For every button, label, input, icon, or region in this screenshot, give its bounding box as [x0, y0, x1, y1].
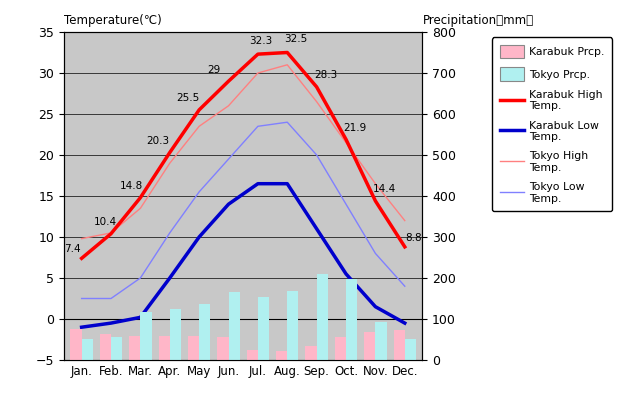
Bar [100, 334, 111, 360]
Bar [188, 336, 199, 360]
Text: 21.9: 21.9 [343, 123, 367, 133]
Bar [404, 339, 416, 360]
Bar [82, 339, 93, 360]
Text: 14.8: 14.8 [120, 181, 143, 191]
Text: 7.4: 7.4 [65, 244, 81, 254]
Text: 20.3: 20.3 [147, 136, 170, 146]
Bar [170, 309, 181, 360]
Bar [218, 338, 228, 360]
Bar [364, 332, 376, 360]
Text: 29: 29 [207, 65, 220, 75]
Bar [305, 346, 317, 360]
Text: 8.8: 8.8 [405, 233, 422, 243]
Text: 32.3: 32.3 [249, 36, 273, 46]
Bar [140, 312, 152, 360]
Text: 32.5: 32.5 [284, 34, 308, 44]
Bar [129, 336, 140, 360]
Bar [228, 292, 239, 360]
Bar [247, 350, 258, 360]
Text: 28.3: 28.3 [314, 70, 337, 80]
Text: 14.4: 14.4 [372, 184, 396, 194]
Bar [258, 297, 269, 360]
Bar [287, 291, 298, 360]
Legend: Karabuk Prcp., Tokyo Prcp., Karabuk High
Temp., Karabuk Low
Temp., Tokyo High
Te: Karabuk Prcp., Tokyo Prcp., Karabuk High… [492, 38, 612, 212]
Bar [376, 322, 387, 360]
Bar [394, 330, 404, 360]
Bar [276, 351, 287, 360]
Bar [111, 337, 122, 360]
Bar [335, 338, 346, 360]
Bar [199, 304, 211, 360]
Bar [159, 336, 170, 360]
Bar [346, 279, 357, 360]
Bar [70, 329, 82, 360]
Text: 25.5: 25.5 [176, 93, 199, 103]
Text: Temperature(℃): Temperature(℃) [64, 14, 162, 27]
Text: 10.4: 10.4 [93, 217, 116, 227]
Text: Precipitation（mm）: Precipitation（mm） [422, 14, 534, 27]
Bar [317, 274, 328, 360]
